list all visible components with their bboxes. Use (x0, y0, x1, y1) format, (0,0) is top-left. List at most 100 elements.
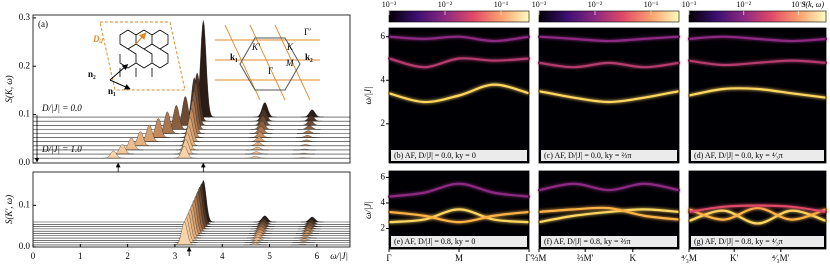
y-tick-label: 0.1 (19, 199, 30, 209)
y-tick-label: 0.1 (19, 109, 30, 119)
colorbar-tick-label: 10⁻² (588, 0, 603, 9)
x-tick-label: ⅔M (532, 253, 547, 263)
y-tick-label: 0.0 (19, 157, 31, 167)
x-tick-label: 6 (315, 251, 320, 261)
band (687, 206, 828, 221)
x-tick-label: 4 (220, 251, 225, 261)
band (387, 182, 531, 198)
x-tick-label: 5 (267, 251, 272, 261)
band (687, 87, 828, 99)
axes-frame (688, 170, 827, 250)
x-tick-label: 3 (173, 251, 178, 261)
label-box (391, 150, 527, 161)
lattice-inset: Dᵢⱼ n₂ n₁ (88, 21, 186, 96)
y-tick-label: 0.3 (19, 12, 31, 22)
panel-label: (g) AF, D/|J| = 0.8, ky = ⁴⁄₃π (694, 237, 783, 246)
label-box (691, 150, 824, 161)
panel-label: (f) AF, D/|J| = 0.8, ky = ⅔π (544, 237, 631, 246)
peak (244, 242, 267, 246)
x-tick-label: 2 (125, 251, 130, 261)
inset-label: Γ′ (304, 27, 311, 37)
panel-label: (a) (38, 19, 48, 29)
panel-label: (c) AF, D/|J| = 0.0, ky = ⅔π (544, 151, 631, 160)
band (687, 59, 828, 67)
peak (298, 125, 321, 130)
band (537, 182, 681, 192)
inset-label: k₁ (230, 52, 238, 62)
colorbar (688, 10, 827, 23)
colorbar-tick-label: 10⁻¹ (494, 0, 509, 9)
label-box (391, 236, 527, 247)
peak (244, 151, 268, 155)
band (687, 209, 828, 225)
x-tick-label: Γ′ (525, 253, 532, 263)
peak (246, 141, 270, 146)
unit-cell (99, 21, 186, 91)
zone-grid (215, 24, 320, 101)
band (537, 35, 681, 43)
band (537, 61, 681, 69)
y-tick-label: 2 (381, 118, 386, 128)
band (687, 204, 828, 214)
panel-label: (b) AF, D/|J| = 0.0, ky = 0 (394, 151, 476, 160)
band (387, 35, 531, 43)
colorbar (388, 10, 530, 23)
y-axis-label: S(K, ω) (4, 75, 14, 102)
dm-vector (135, 32, 147, 45)
axes-frame (388, 27, 530, 164)
y-tick-label: 4 (381, 74, 386, 84)
band (537, 206, 681, 221)
honeycomb (119, 29, 169, 77)
inset-label: Dᵢⱼ (92, 34, 104, 44)
x-tick-label: M (455, 253, 463, 263)
inset-label: K (286, 42, 294, 52)
peak (297, 130, 320, 134)
y-tick-label: 0.2 (19, 60, 30, 70)
x-tick-label: K (630, 253, 637, 263)
y-axis-label: ω/|J| (363, 87, 373, 105)
label-box (541, 150, 677, 161)
peak (295, 139, 318, 142)
panel-label: (d) AF, D/|J| = 0.0, ky = ⁴⁄₃π (694, 151, 783, 160)
annotation: D/|J| = 0.0 (41, 103, 82, 113)
band (387, 208, 531, 224)
y-tick-label: 2 (381, 223, 386, 233)
x-tick-label: K′ (730, 253, 738, 263)
x-tick-label: Γ (386, 253, 391, 263)
band (537, 90, 681, 104)
panel-label: (e) AF, D/|J| = 0.8, ky = 0 (394, 237, 475, 246)
n2-arrow (109, 64, 129, 81)
y-axis-label: S(K′, ω) (4, 195, 14, 224)
hexagon (239, 37, 301, 91)
x-tick-label: ⁴⁄₃M′ (772, 253, 790, 263)
colorbar-tick-label: 10⁻¹ (791, 0, 806, 9)
colorbar-tick-label: 10⁻³ (682, 0, 697, 9)
zone-inset: k₁ k₂ K′ K Γ′ M Γ (215, 24, 320, 101)
band (687, 35, 828, 43)
colorbar-tick-label: 10⁻³ (532, 0, 547, 9)
inset-label: n₁ (108, 86, 116, 96)
axes-frame (538, 27, 680, 164)
colorbar-tick-label: 10⁻³ (382, 0, 397, 9)
peak (245, 146, 269, 151)
axes-frame (32, 14, 351, 164)
inset-label: n₂ (88, 69, 96, 79)
label-box (691, 236, 824, 247)
band (387, 57, 531, 69)
colorbar-tick-label: 10⁻¹ (644, 0, 659, 9)
x-tick-label: 1 (78, 251, 83, 261)
band (537, 208, 681, 224)
y-axis-label: ω/|J| (363, 201, 373, 219)
inset-label: k₂ (305, 52, 313, 62)
y-tick-label: 6 (381, 31, 386, 41)
inset-label: K′ (251, 42, 261, 52)
colorbar-label: S(k, ω) (801, 0, 824, 9)
colorbar-tick-label: 10⁻² (736, 0, 751, 9)
peak (296, 135, 319, 138)
peak (299, 115, 323, 122)
x-tick-label: 0 (31, 251, 36, 261)
x-axis-label: ω/|J| (330, 251, 348, 261)
label-box (541, 236, 677, 247)
peak (294, 235, 317, 239)
